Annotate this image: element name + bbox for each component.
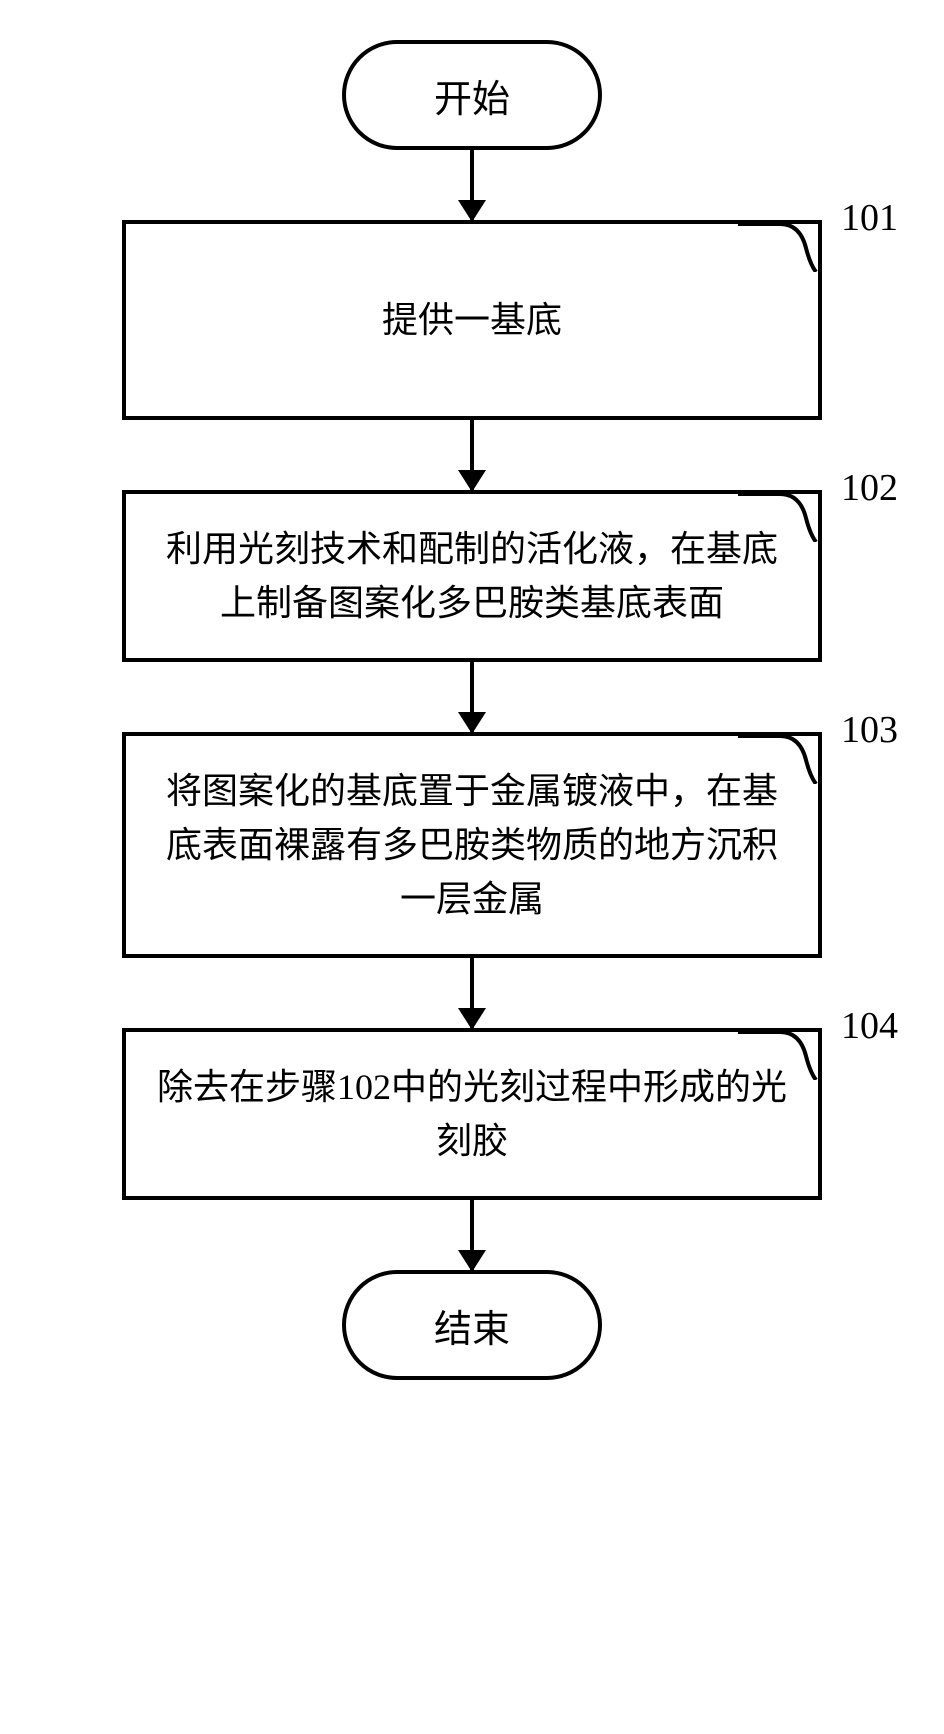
arrow-104-end — [470, 1200, 474, 1270]
process-104: 104 除去在步骤102中的光刻过程中形成的光刻胶 — [122, 1028, 822, 1200]
end-label: 结束 — [434, 1298, 510, 1353]
step-number-103: 103 — [841, 702, 898, 759]
arrow-start-101 — [470, 150, 474, 220]
step-number-101: 101 — [841, 190, 898, 247]
end-terminator: 结束 — [342, 1270, 602, 1380]
process-103: 103 将图案化的基底置于金属镀液中，在基底表面裸露有多巴胺类物质的地方沉积一层… — [122, 732, 822, 958]
start-terminator: 开始 — [342, 40, 602, 150]
step-text-104: 除去在步骤102中的光刻过程中形成的光刻胶 — [157, 1067, 787, 1161]
arrow-101-102 — [470, 420, 474, 490]
process-102: 102 利用光刻技术和配制的活化液，在基底上制备图案化多巴胺类基底表面 — [122, 490, 822, 662]
callout-103 — [738, 730, 818, 784]
callout-102 — [738, 488, 818, 542]
process-101: 101 提供一基底 — [122, 220, 822, 420]
step-number-104: 104 — [841, 998, 898, 1055]
callout-104 — [738, 1026, 818, 1080]
callout-101 — [738, 218, 818, 272]
arrow-102-103 — [470, 662, 474, 732]
step-text-102: 利用光刻技术和配制的活化液，在基底上制备图案化多巴胺类基底表面 — [166, 529, 778, 623]
step-number-102: 102 — [841, 460, 898, 517]
step-text-101: 提供一基底 — [382, 293, 562, 347]
arrow-103-104 — [470, 958, 474, 1028]
flowchart-container: 开始 101 提供一基底 102 利用光刻技术和配制的活化液，在基底上制备图案化… — [62, 40, 882, 1380]
step-text-103: 将图案化的基底置于金属镀液中，在基底表面裸露有多巴胺类物质的地方沉积一层金属 — [166, 771, 778, 919]
start-label: 开始 — [434, 68, 510, 123]
